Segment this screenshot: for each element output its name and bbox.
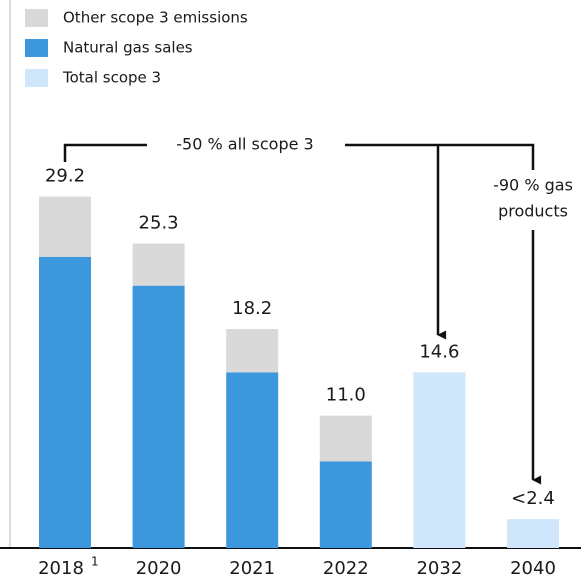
total-label: 18.2	[232, 298, 272, 319]
bar-segment	[132, 285, 185, 548]
total-label: 14.6	[419, 341, 459, 362]
x-tick-label: 2032	[416, 558, 462, 579]
bar-segment	[39, 256, 91, 548]
bar-segment	[507, 519, 559, 548]
x-tick-label: 2018	[38, 558, 84, 579]
legend-label: Natural gas sales	[63, 39, 193, 57]
x-tick-label: 2021	[229, 558, 275, 579]
bar-segment	[226, 372, 279, 548]
annotation: -90 % gas	[493, 176, 573, 195]
x-tick-label: 2040	[510, 558, 556, 579]
bracket	[63, 143, 542, 485]
legend-swatch	[25, 69, 48, 87]
bar-segment	[413, 372, 466, 548]
bar-segment	[226, 328, 279, 373]
legend-swatch	[25, 9, 48, 27]
x-tick-label: 2022	[323, 558, 369, 579]
legend-swatch	[25, 39, 48, 57]
bar-segment	[132, 243, 185, 286]
bar-segment	[319, 461, 372, 548]
total-label: 11.0	[326, 385, 366, 406]
total-label: 25.3	[139, 213, 179, 234]
legend-label: Total scope 3	[62, 69, 161, 87]
legend-label: Other scope 3 emissions	[63, 9, 248, 27]
footnote-mark: 1	[91, 555, 99, 569]
bar-segment	[39, 196, 91, 257]
total-label: 29.2	[45, 166, 85, 187]
annotation: products	[498, 202, 568, 221]
annotation: -50 % all scope 3	[176, 135, 313, 154]
x-tick-label: 2020	[136, 558, 182, 579]
bar-segment	[319, 415, 372, 462]
total-label: <2.4	[511, 488, 555, 509]
